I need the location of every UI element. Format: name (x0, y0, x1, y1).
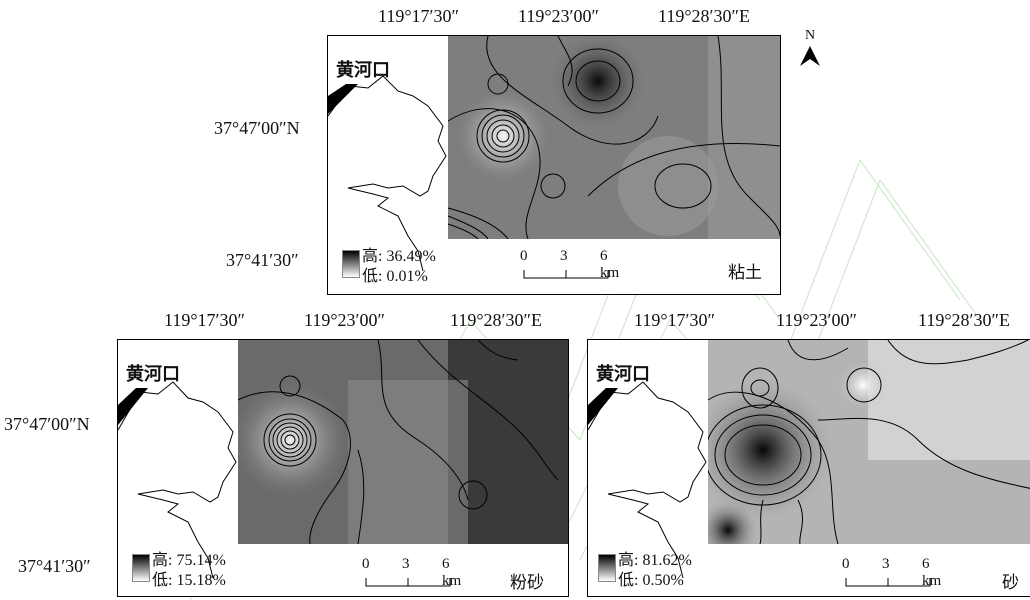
top-panel-title: 粘土 (728, 263, 762, 283)
br-legend-low: 低: 0.50% (618, 572, 684, 589)
bottom-right-map-panel: 黄河口 高: 81.62% 低: 0.50% 0 3 6 km 砂 (587, 339, 1030, 597)
br-scale-bar: 0 3 6 km (842, 556, 942, 596)
bl-lon-tick-2: 119°23′00″ (304, 310, 385, 330)
br-scale-6: 6 km (922, 556, 942, 589)
bl-scale-3: 3 (402, 556, 410, 572)
br-legend-high: 高: 81.62% (618, 552, 692, 569)
top-legend-high: 高: 36.49% (362, 248, 436, 265)
bl-scale-bar: 0 3 6 km (362, 556, 462, 596)
br-legend-ramp (598, 554, 616, 582)
bl-lat-tick-2: 37°41′30″ (18, 556, 91, 576)
bl-place-label: 黄河口 (126, 364, 180, 385)
top-lat-tick-2: 37°41′30″ (226, 250, 299, 270)
bl-scale-6: 6 km (442, 556, 462, 589)
br-lon-tick-2: 119°23′00″ (776, 310, 857, 330)
br-place-label: 黄河口 (596, 364, 650, 385)
top-lon-tick-2: 119°23′00″ (518, 6, 599, 26)
br-scale-line (845, 578, 931, 587)
br-scale-0: 0 (842, 556, 850, 572)
top-scale-3: 3 (560, 248, 568, 264)
bl-scale-0: 0 (362, 556, 370, 572)
bl-scale-line (365, 578, 451, 587)
top-place-label: 黄河口 (336, 60, 390, 81)
top-scale-0: 0 (520, 248, 528, 264)
north-arrow: N (796, 28, 824, 73)
top-contour-map (328, 36, 780, 294)
north-arrow-icon (800, 46, 820, 66)
bl-legend-low: 低: 15.18% (152, 572, 226, 589)
top-map-panel: 黄河口 高: 36.49% 低: 0.01% 0 3 6 km 粘土 (327, 35, 781, 295)
br-panel-title: 砂 (1002, 573, 1019, 593)
bl-legend-ramp (132, 554, 150, 582)
top-lon-tick-3: 119°28′30″E (658, 6, 750, 26)
top-scale-bar: 0 3 6 km (520, 248, 620, 288)
br-lon-tick-3: 119°28′30″E (918, 310, 1010, 330)
top-lat-tick-1: 37°47′00″N (214, 118, 300, 138)
bl-lon-tick-3: 119°28′30″E (450, 310, 542, 330)
top-legend-ramp (342, 250, 360, 278)
bottom-left-contour-map (118, 340, 568, 596)
br-scale-3: 3 (882, 556, 890, 572)
bl-legend-high: 高: 75.14% (152, 552, 226, 569)
bottom-left-map-panel: 黄河口 高: 75.14% 低: 15.18% 0 3 6 km 粉砂 (117, 339, 569, 597)
bl-panel-title: 粉砂 (510, 573, 544, 593)
br-lon-tick-1: 119°17′30″ (634, 310, 715, 330)
bl-lat-tick-1: 37°47′00″N (4, 414, 90, 434)
bl-lon-tick-1: 119°17′30″ (164, 310, 245, 330)
top-scale-line (523, 270, 609, 279)
north-label: N (804, 28, 816, 43)
top-scale-6: 6 km (600, 248, 620, 281)
top-legend-low: 低: 0.01% (362, 268, 428, 285)
bottom-right-contour-map (588, 340, 1030, 596)
top-lon-tick-1: 119°17′30″ (378, 6, 459, 26)
